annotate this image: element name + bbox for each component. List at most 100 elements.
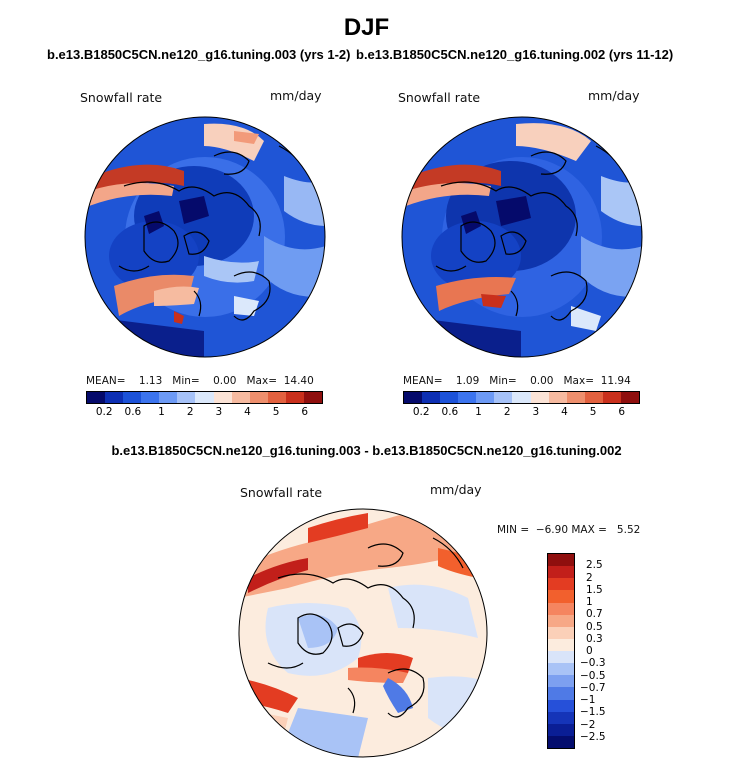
- diff-colorbar-swatch: [548, 602, 574, 615]
- panel-left-polar-map: [84, 116, 326, 358]
- diff-colorbar-swatch: [548, 699, 574, 712]
- panel-right-colorbar-swatch: [512, 392, 531, 403]
- panel-left-colorbar-swatch: [141, 392, 160, 403]
- diff-colorbar-swatch: [548, 566, 574, 579]
- diff-colorbar-tick-label: 1.5: [586, 583, 603, 596]
- diff-colorbar-tick-label: 0: [586, 645, 593, 657]
- panel-left-case-title: b.e13.B1850C5CN.ne120_g16.tuning.003 (yr…: [47, 47, 351, 62]
- panel-left-colorbar-tick-label: 6: [301, 406, 309, 418]
- diff-colorbar-tick-label: −1.5: [580, 706, 606, 719]
- panel-left-colorbar-tick-label: 0.2: [95, 406, 113, 418]
- diff-colorbar-swatch: [548, 663, 574, 676]
- season-title: DJF: [343, 14, 390, 41]
- panel-right-colorbar-swatch: [458, 392, 477, 403]
- panel-right-colorbar-swatch: [548, 392, 567, 403]
- panel-left-colorbar-swatch: [177, 392, 196, 403]
- diff-colorbar-swatch: [548, 614, 574, 627]
- diff-colorbar-swatch: [548, 723, 574, 736]
- diff-colorbar-swatch: [548, 578, 574, 591]
- panel-left-colorbar-labels: 0.2 0.6 1 2 3 4 5 6: [86, 406, 323, 420]
- diff-colorbar-swatch: [548, 554, 574, 567]
- panel-right-colorbar-tick-label: 1: [475, 406, 482, 418]
- panel-right-case-title: b.e13.B1850C5CN.ne120_g16.tuning.002 (yr…: [356, 47, 674, 62]
- panel-right-max: 11.94: [600, 375, 631, 387]
- panel-left-colorbar-swatch: [249, 392, 268, 403]
- diff-colorbar-tick-label: −1: [580, 694, 596, 706]
- panel-right-colorbar-swatch: [530, 392, 549, 403]
- panel-right-colorbar-swatch: [620, 392, 640, 403]
- panel-left-colorbar: [86, 391, 323, 404]
- panel-left-colorbar-tick-label: 3: [215, 406, 223, 418]
- diff-colorbar-tick-label: −2: [580, 718, 596, 731]
- diff-units-label: mm/day: [430, 482, 482, 497]
- panel-right-max-label: Max=: [563, 375, 595, 387]
- panel-right-colorbar-tick-label: 0.6: [441, 406, 459, 418]
- panel-right-colorbar-tick-label: 6: [618, 406, 626, 418]
- panel-left-max-label: Max=: [246, 375, 278, 387]
- diff-colorbar-tick-label: 0.3: [586, 632, 603, 645]
- panel-right-mean-label: MEAN=: [403, 375, 443, 387]
- panel-left-colorbar-swatch: [195, 392, 214, 403]
- panel-left-colorbar-swatch: [159, 392, 178, 403]
- panel-left-colorbar-swatch: [231, 392, 250, 403]
- diff-colorbar-tick-label: 2.5: [586, 559, 603, 572]
- panel-left-mean-label: MEAN=: [86, 375, 126, 387]
- diff-colorbar-tick-label: −0.7: [580, 681, 606, 694]
- panel-right-mean: 1.09: [455, 375, 480, 387]
- panel-right-min-label: Min=: [489, 375, 517, 387]
- panel-right-colorbar-swatch: [602, 392, 621, 403]
- panel-left-colorbar-swatch: [285, 392, 304, 403]
- panel-right-variable-label: Snowfall rate: [398, 90, 481, 105]
- diff-polar-map: [238, 508, 488, 758]
- diff-colorbar-swatch: [548, 735, 574, 748]
- panel-right-colorbar-swatch: [476, 392, 495, 403]
- panel-right-colorbar-swatch: [494, 392, 513, 403]
- panel-right-colorbar-tick-label: 0.2: [412, 406, 430, 418]
- panel-right-colorbar-swatch: [404, 392, 423, 403]
- diff-colorbar-tick-label: 2: [586, 571, 593, 584]
- panel-left-colorbar-swatch: [123, 392, 142, 403]
- panel-left-units-label: mm/day: [270, 88, 322, 103]
- diff-colorbar-tick-label: 0.7: [586, 608, 603, 621]
- panel-left-mean: 1.13: [138, 375, 163, 387]
- panel-right-stats: MEAN= 1.09 Min= 0.00 Max= 11.94: [403, 375, 631, 387]
- panel-left-stats: MEAN= 1.13 Min= 0.00 Max= 14.40: [86, 375, 314, 387]
- panel-right-units-label: mm/day: [588, 88, 640, 103]
- panel-right-colorbar-swatch: [584, 392, 603, 403]
- panel-left-colorbar-tick-label: 1: [158, 406, 165, 418]
- diff-colorbar: [547, 553, 575, 749]
- panel-left-colorbar-tick-label: 2: [186, 406, 194, 418]
- panel-left-colorbar-tick-label: 4: [244, 406, 251, 418]
- panel-right-min: 0.00: [530, 375, 554, 387]
- panel-right-colorbar-swatch: [566, 392, 585, 403]
- panel-right-colorbar-tick-label: 2: [503, 406, 511, 418]
- diff-colorbar-tick-label: 1: [586, 596, 593, 608]
- panel-left-colorbar-tick-label: 5: [272, 406, 280, 418]
- diff-variable-label: Snowfall rate: [240, 485, 323, 500]
- panel-right-colorbar-labels: 0.2 0.6 1 2 3 4 5 6: [403, 406, 640, 420]
- diff-stats: MIN = −6.90 MAX = 5.52: [497, 524, 641, 536]
- panel-right-colorbar-tick-label: 5: [589, 406, 597, 418]
- diff-colorbar-labels: 2.5 2 1.5 1 0.7 0.5 0.3 0 −0.3 −0.5 −0.7 −1 −1.5 −2 −2…: [580, 553, 620, 749]
- diff-colorbar-swatch: [548, 711, 574, 724]
- panel-left-colorbar-swatch: [267, 392, 286, 403]
- panel-right-polar-map: [401, 116, 643, 358]
- panel-left-colorbar-swatch: [87, 392, 106, 403]
- diff-colorbar-swatch: [548, 590, 574, 603]
- panel-left-colorbar-swatch: [105, 392, 124, 403]
- diff-colorbar-swatch: [548, 687, 574, 700]
- diff-colorbar-tick-label: −0.5: [580, 669, 606, 682]
- diff-colorbar-swatch: [548, 651, 574, 664]
- panel-right-colorbar-tick-label: 4: [561, 406, 568, 418]
- diff-colorbar-swatch: [548, 638, 574, 651]
- diff-colorbar-swatch: [548, 626, 574, 639]
- panel-left-variable-label: Snowfall rate: [80, 90, 163, 105]
- panel-right-colorbar: [403, 391, 640, 404]
- panel-right-colorbar-swatch: [440, 392, 459, 403]
- panel-right-colorbar-tick-label: 3: [532, 406, 540, 418]
- diff-title: b.e13.B1850C5CN.ne120_g16.tuning.003 - b…: [111, 443, 622, 458]
- diff-colorbar-tick-label: −0.3: [580, 657, 606, 670]
- panel-left-min-label: Min=: [172, 375, 200, 387]
- diff-colorbar-tick-label: 0.5: [586, 620, 603, 633]
- panel-right-colorbar-swatch: [422, 392, 441, 403]
